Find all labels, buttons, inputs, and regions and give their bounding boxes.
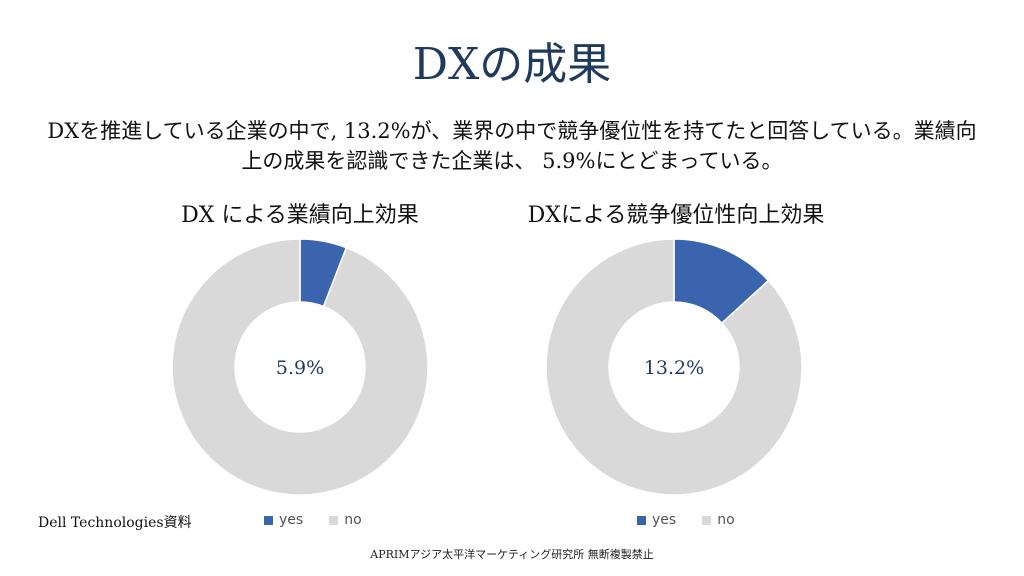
donut-chart-1: 5.9% (171, 238, 429, 496)
chart-1-center-label: 5.9% (276, 357, 324, 379)
legend-yes-swatch (264, 515, 273, 525)
legend-yes-swatch (637, 515, 646, 525)
legend-no-label: no (717, 512, 735, 528)
legend-no-swatch (329, 515, 339, 525)
legend-yes-label: yes (652, 512, 677, 528)
chart-1-legend: yes no (264, 512, 362, 528)
chart-2-legend: yes no (637, 512, 735, 528)
copyright-footer: APRIMアジア太平洋マーケティング研究所 無断複製禁止 (370, 548, 654, 561)
source-note: Dell Technologies資料 (38, 515, 192, 531)
page-title: DXの成果 (412, 39, 612, 90)
chart-2-center-label: 13.2% (644, 357, 704, 379)
chart-1-title: DX による業績向上効果 (181, 203, 419, 228)
legend-no-label: no (344, 512, 362, 528)
donut-chart-2: 13.2% (545, 238, 803, 496)
slice-no (171, 238, 429, 496)
chart-2-title: DXによる競争優位性向上効果 (527, 203, 825, 228)
lead-text: DXを推進している企業の中で, 13.2%が、業界の中で競争優位性を持てたと回答… (47, 119, 977, 173)
legend-no-swatch (702, 515, 712, 525)
slice-no (545, 238, 803, 496)
legend-yes-label: yes (279, 512, 304, 528)
